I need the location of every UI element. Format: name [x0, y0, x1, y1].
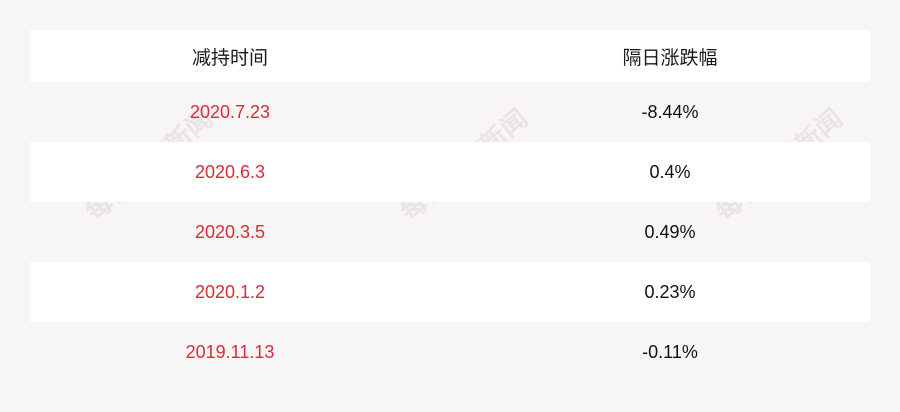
- date-cell: 2020.6.3: [194, 161, 266, 182]
- table-row: 2020.7.23 -8.44%: [30, 82, 870, 142]
- table-row: 2020.1.2 0.23%: [30, 262, 870, 322]
- table-header: 减持时间 隔日涨跌幅: [30, 30, 870, 82]
- date-cell: 2019.11.13: [185, 341, 275, 362]
- table-row: 2019.11.13 -0.11%: [30, 322, 870, 382]
- reduction-table: 减持时间 隔日涨跌幅 2020.7.23 -8.44% 2020.6.3 0.4…: [30, 30, 870, 382]
- change-cell: -0.11%: [642, 341, 698, 362]
- change-cell: 0.4%: [649, 161, 691, 182]
- table-row: 2020.6.3 0.4%: [30, 142, 870, 202]
- date-cell: 2020.1.2: [194, 281, 266, 302]
- change-cell: 0.23%: [644, 281, 696, 302]
- date-cell: 2020.7.23: [189, 101, 271, 122]
- header-next-day-change: 隔日涨跌幅: [622, 47, 718, 69]
- header-reduction-date: 减持时间: [191, 47, 268, 69]
- change-cell: 0.49%: [644, 221, 696, 242]
- table-row: 2020.3.5 0.49%: [30, 202, 870, 262]
- change-cell: -8.44%: [641, 101, 699, 122]
- date-cell: 2020.3.5: [194, 221, 266, 242]
